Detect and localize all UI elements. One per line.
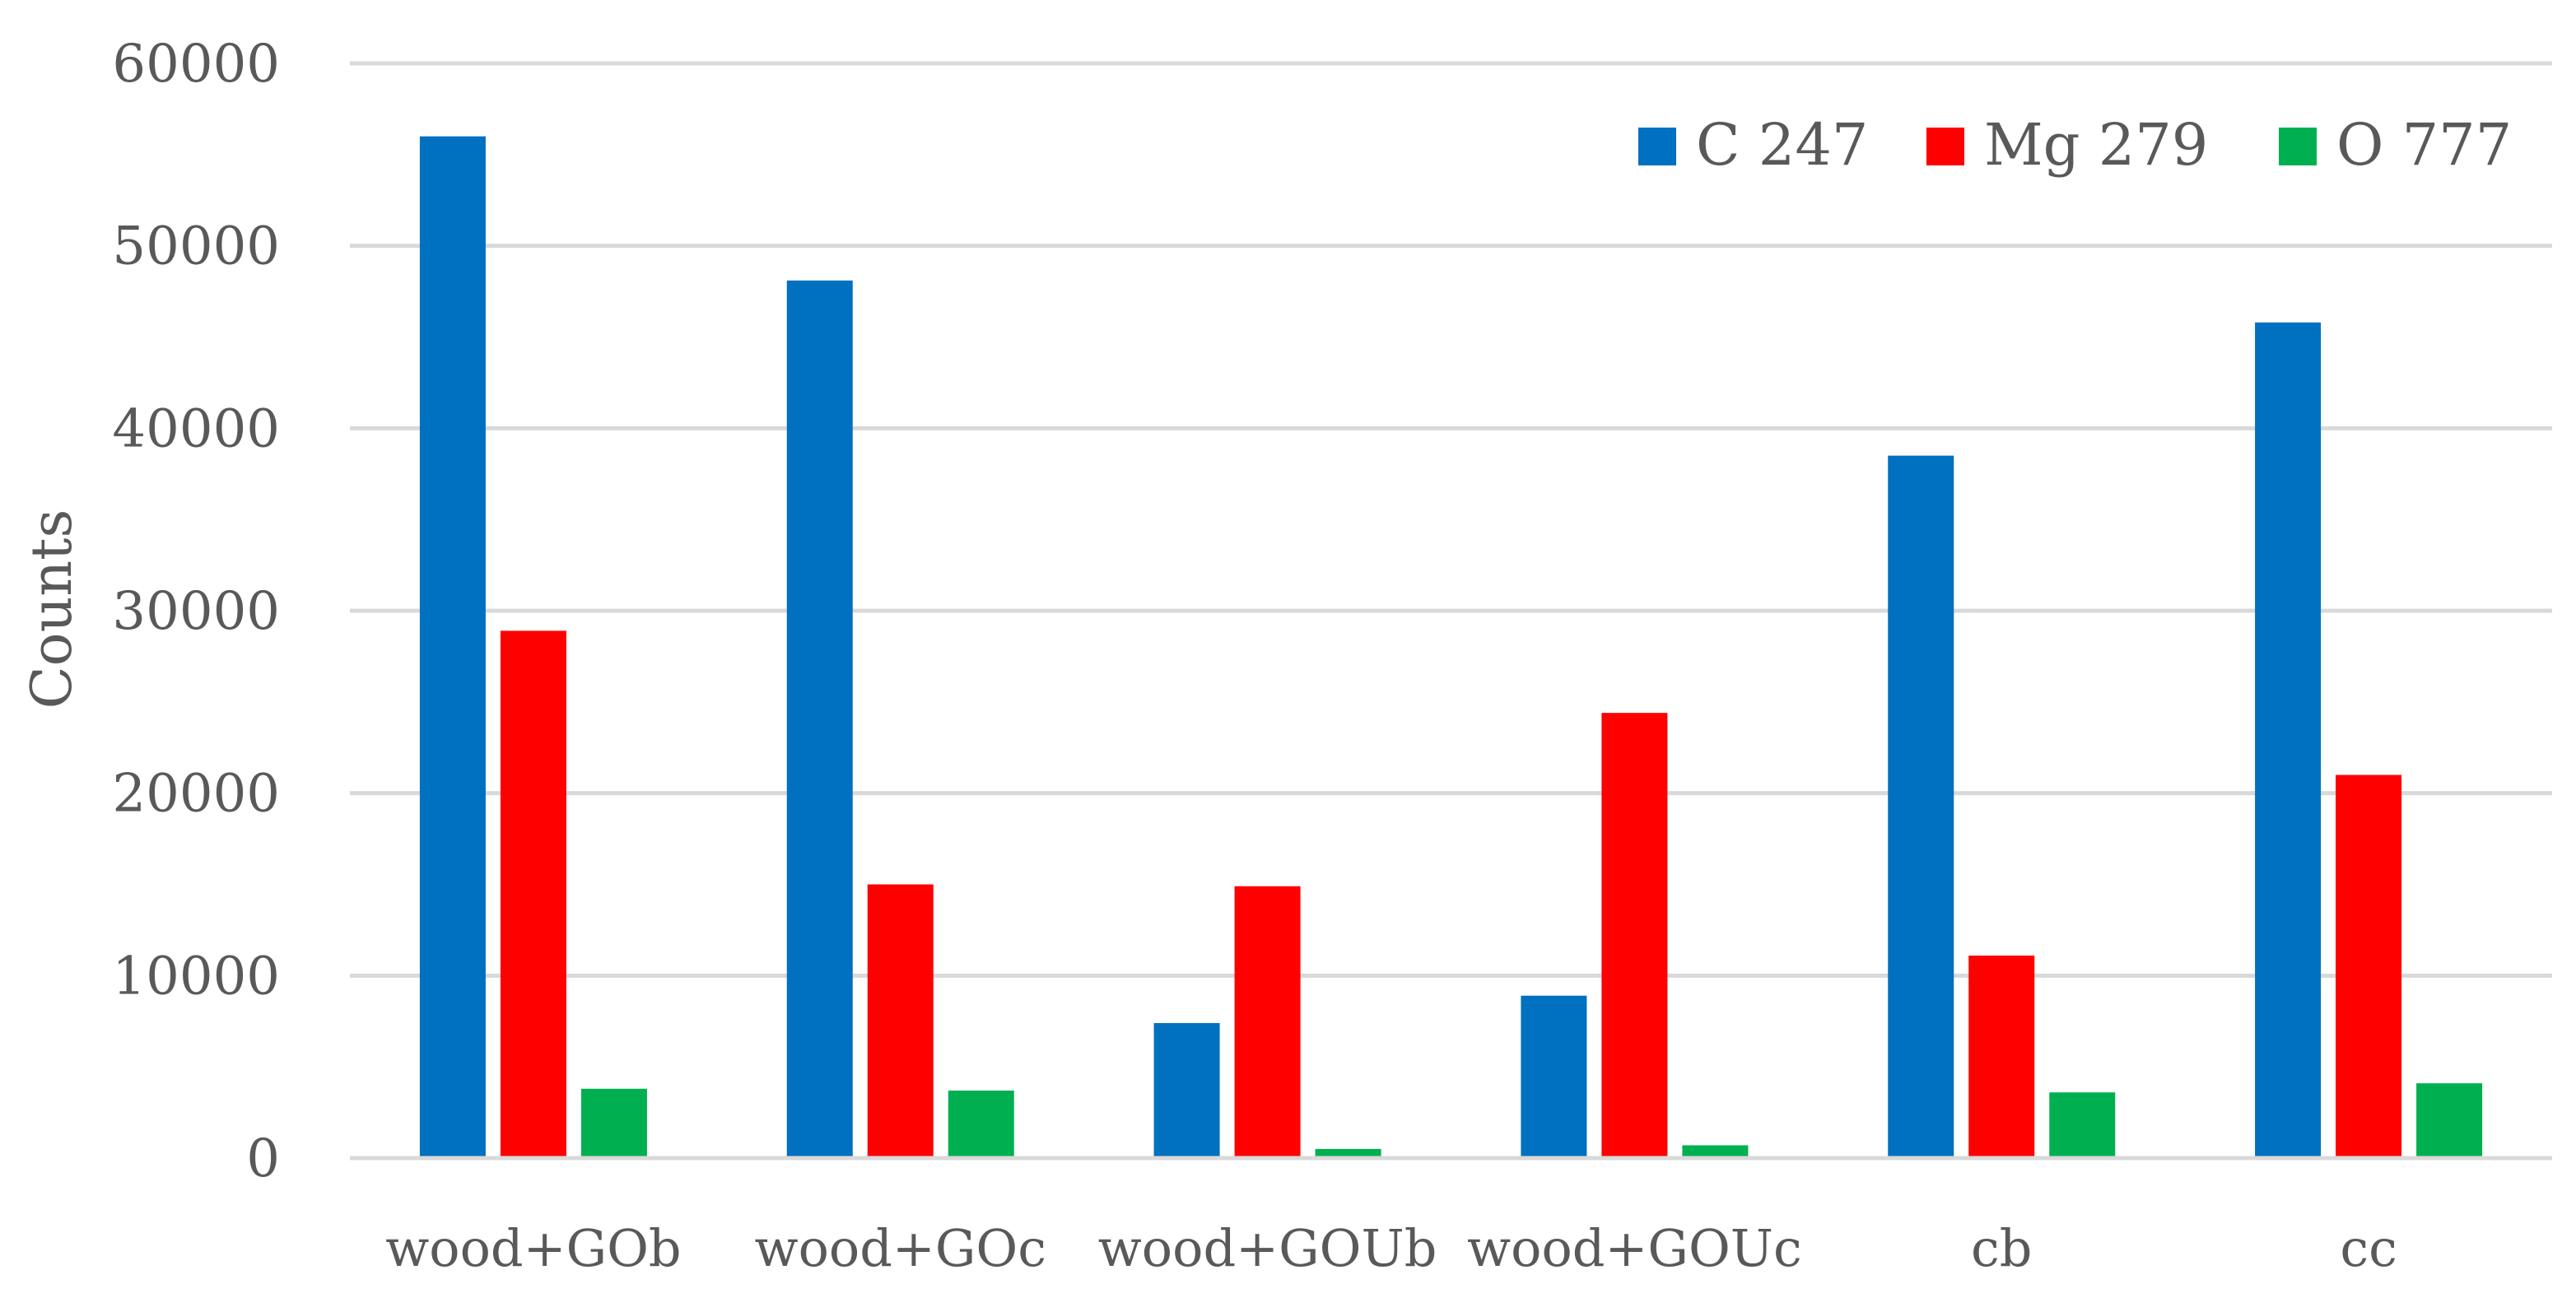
legend: C 247 Mg 279 O 777 <box>1638 111 2512 179</box>
y-tick-label: 0 <box>246 1128 280 1189</box>
y-tick-label: 30000 <box>112 581 280 642</box>
bar-c-247-cb <box>1888 455 1954 1158</box>
x-axis-category-labels: wood+GOb wood+GOc wood+GOUb wood+GOUc cb cc <box>385 1218 2397 1278</box>
x-category-label: wood+GOb <box>385 1218 681 1278</box>
y-axis-title: Counts <box>20 509 85 709</box>
bar-c-247-wood-gob <box>419 136 486 1159</box>
legend-swatch <box>2279 128 2317 165</box>
bar-o-777-wood-goc <box>948 1090 1014 1158</box>
bar-c-247-wood-goub <box>1153 1022 1220 1158</box>
x-category-label: cb <box>1971 1218 2032 1278</box>
legend-swatch <box>1638 128 1676 165</box>
y-tick-label: 20000 <box>112 764 280 825</box>
bar-o-777-wood-gouc <box>1682 1145 1749 1158</box>
y-tick-label: 60000 <box>112 34 280 95</box>
x-category-label: cc <box>2340 1218 2397 1278</box>
legend-label: C 247 <box>1696 111 1868 179</box>
y-tick-label: 10000 <box>112 946 280 1007</box>
bar-o-777-cb <box>2049 1092 2116 1158</box>
bar-o-777-wood-goub <box>1315 1148 1381 1158</box>
y-axis-tick-labels: 0 10000 20000 30000 40000 50000 60000 <box>112 34 280 1189</box>
x-category-label: wood+GOUc <box>1467 1218 1802 1278</box>
y-tick-label: 50000 <box>112 216 280 277</box>
y-tick-label: 40000 <box>112 398 280 459</box>
bar-mg-279-wood-goub <box>1234 886 1301 1158</box>
bar-mg-279-cb <box>1968 955 2035 1158</box>
bar-o-777-cc <box>2416 1083 2483 1158</box>
bar-mg-279-wood-gob <box>500 630 566 1158</box>
bar-mg-279-wood-goc <box>867 884 934 1158</box>
bars <box>419 136 2483 1159</box>
x-category-label: wood+GOUb <box>1098 1218 1437 1278</box>
bar-o-777-wood-gob <box>580 1088 647 1158</box>
legend-label: Mg 279 <box>1984 111 2208 179</box>
bar-c-247-wood-gouc <box>1521 995 1587 1158</box>
bar-c-247-cc <box>2255 322 2322 1158</box>
gridlines <box>350 61 2552 978</box>
bar-c-247-wood-goc <box>786 280 853 1158</box>
x-category-label: wood+GOc <box>755 1218 1046 1278</box>
legend-label: O 777 <box>2336 111 2512 179</box>
legend-swatch <box>1926 128 1964 165</box>
bar-mg-279-cc <box>2336 775 2402 1158</box>
bar-mg-279-wood-gouc <box>1601 713 1668 1158</box>
